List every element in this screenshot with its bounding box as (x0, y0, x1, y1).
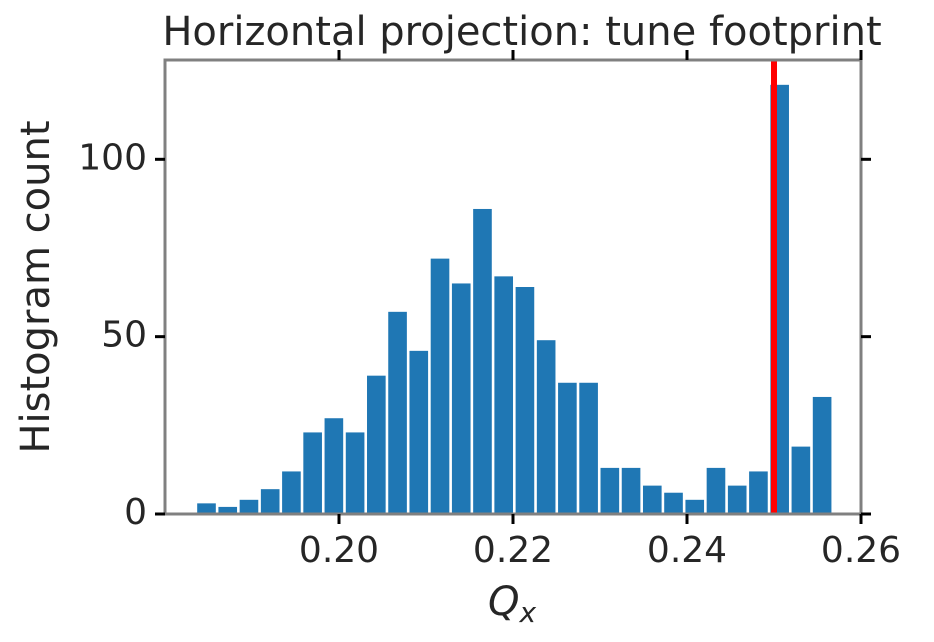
bar (791, 446, 811, 514)
bar (579, 382, 598, 514)
bar (685, 499, 705, 514)
bar (473, 208, 492, 514)
bar (749, 471, 768, 514)
y-tick-label: 0 (124, 492, 147, 533)
x-tick-label: 0.22 (473, 530, 553, 571)
bar (239, 499, 259, 514)
y-tick-label: 100 (78, 137, 147, 178)
bar (367, 375, 386, 514)
bar (664, 492, 683, 514)
bar (388, 311, 407, 514)
bar (218, 506, 238, 514)
x-tick-label: 0.24 (647, 530, 727, 571)
bar (727, 485, 747, 514)
bar (642, 485, 662, 514)
x-tick-label: 0.26 (821, 530, 901, 571)
bar (536, 340, 556, 514)
bar (451, 283, 471, 514)
bar (409, 350, 429, 514)
bar (324, 418, 344, 514)
x-axis-label: Qx (488, 579, 536, 629)
bar (621, 467, 641, 514)
bar (558, 382, 577, 514)
x-tick-label: 0.20 (299, 530, 379, 571)
y-axis-label: Histogram count (13, 120, 59, 453)
bar (303, 432, 322, 514)
chart-title: Horizontal projection: tune footprint (162, 9, 881, 55)
bar (345, 432, 365, 514)
bar (494, 276, 514, 514)
bar (282, 471, 301, 514)
y-tick-label: 50 (101, 315, 147, 356)
bar (260, 489, 280, 514)
x-label-main: Q (488, 579, 519, 625)
bar (600, 467, 620, 514)
bar (812, 396, 832, 514)
bar (430, 258, 450, 514)
bar (197, 503, 216, 514)
x-label-subscript: x (518, 596, 536, 629)
bar (515, 287, 535, 514)
bar (706, 467, 726, 514)
